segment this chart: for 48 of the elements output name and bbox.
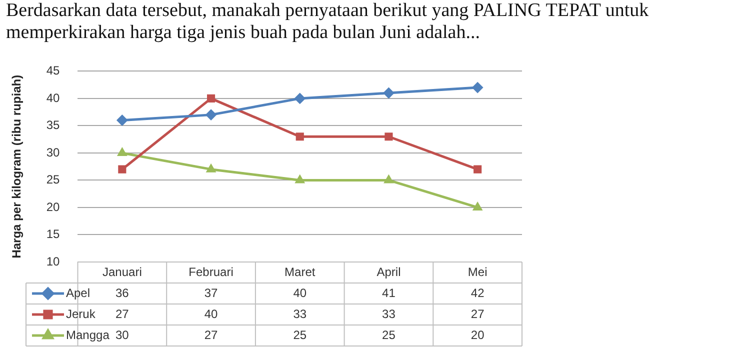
data-label: 40 xyxy=(293,286,307,300)
point xyxy=(474,165,482,174)
y-tick-label: 40 xyxy=(46,90,60,105)
point xyxy=(117,147,128,156)
point xyxy=(206,164,216,172)
point xyxy=(472,202,482,210)
y-tick-label: 35 xyxy=(46,118,60,132)
y-tick-label: 20 xyxy=(46,200,60,214)
data-label: 40 xyxy=(204,306,218,321)
legend-label: Jeruk xyxy=(66,306,96,321)
data-label: 33 xyxy=(382,306,396,321)
x-tick-label: Februari xyxy=(188,264,234,279)
point xyxy=(206,109,217,120)
legend-label: Mangga xyxy=(66,328,110,342)
y-tick-label: 15 xyxy=(46,227,60,242)
data-label: 36 xyxy=(115,286,130,300)
data-label: 25 xyxy=(382,328,396,342)
data-label: 20 xyxy=(470,328,485,342)
legend-label: Apel xyxy=(66,286,90,300)
point xyxy=(384,132,393,141)
x-tick-label: Januari xyxy=(102,264,142,279)
data-label: 37 xyxy=(204,286,218,300)
y-tick-label: 25 xyxy=(46,172,60,187)
data-label: 30 xyxy=(115,328,130,342)
y-tick-label: 45 xyxy=(46,64,60,78)
data-label: 42 xyxy=(470,286,485,300)
y-tick-label: 10 xyxy=(46,254,60,268)
point xyxy=(206,94,216,102)
x-tick-label: Mei xyxy=(468,264,488,279)
point xyxy=(384,174,394,184)
point xyxy=(472,82,484,94)
data-label: 27 xyxy=(470,306,485,321)
point xyxy=(116,114,128,126)
data-label: 33 xyxy=(293,306,307,321)
y-tick-label: 30 xyxy=(46,145,60,160)
y-axis-title: Harga per kilogram (ribu rupiah) xyxy=(10,74,24,258)
point xyxy=(118,165,126,174)
x-tick-label: April xyxy=(376,264,401,279)
x-tick-label: Maret xyxy=(284,264,316,279)
data-label: 25 xyxy=(293,328,307,342)
point xyxy=(296,132,304,141)
data-label: 27 xyxy=(204,328,218,342)
data-label: 27 xyxy=(115,306,130,321)
chart-title: Berdasarkan data tersebut, manakah pernyataan berikut yang PALING TEPAT untuk memperkirakan harga tiga jenis buah pada bulan Juni adalah... xyxy=(5,0,650,45)
data-label: 41 xyxy=(382,286,396,300)
point xyxy=(294,92,306,104)
point xyxy=(383,88,394,99)
point xyxy=(295,174,305,184)
